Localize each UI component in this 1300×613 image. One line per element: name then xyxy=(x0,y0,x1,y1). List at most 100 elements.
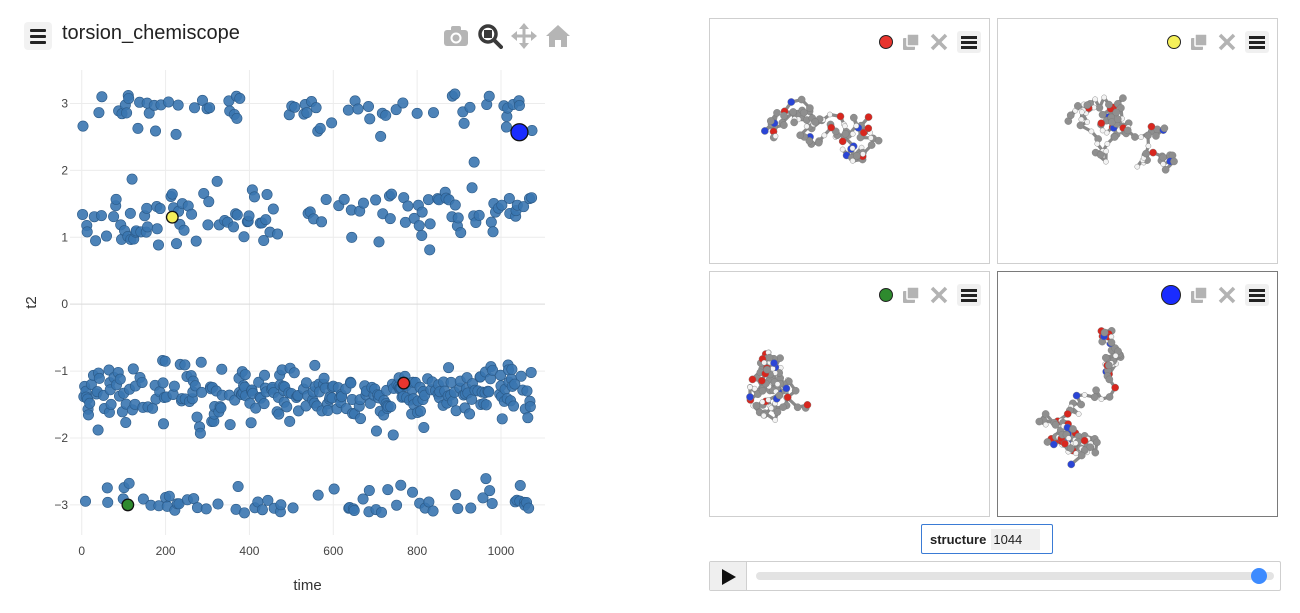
highlighted-point[interactable] xyxy=(510,123,529,142)
scatter-point[interactable] xyxy=(198,187,210,199)
scatter-point[interactable] xyxy=(272,228,284,240)
scatter-point[interactable] xyxy=(232,481,244,493)
zoom-icon[interactable] xyxy=(476,22,504,50)
scatter-point[interactable] xyxy=(338,193,350,205)
scatter-point[interactable] xyxy=(287,502,299,514)
scatter-point[interactable] xyxy=(202,219,214,231)
scatter-point[interactable] xyxy=(514,479,526,491)
scatter-point[interactable] xyxy=(234,92,246,104)
duplicate-icon[interactable] xyxy=(901,285,921,305)
scatter-point[interactable] xyxy=(275,499,287,511)
scatter-point[interactable] xyxy=(483,90,495,102)
scatter-point[interactable] xyxy=(120,416,132,428)
scatter-point[interactable] xyxy=(373,236,385,248)
scatter-point[interactable] xyxy=(411,107,423,119)
scatter-point[interactable] xyxy=(522,412,534,424)
scatter-point[interactable] xyxy=(228,221,240,233)
scatter-point[interactable] xyxy=(464,408,476,420)
scatter-point[interactable] xyxy=(102,496,114,508)
viewer-marker-icon[interactable] xyxy=(1167,35,1181,49)
scatter-point[interactable] xyxy=(142,221,154,233)
scatter-point[interactable] xyxy=(523,502,535,514)
scatter-point[interactable] xyxy=(166,188,178,200)
scatter-point[interactable] xyxy=(348,504,360,516)
scatter-point[interactable] xyxy=(487,226,499,238)
scatter-point[interactable] xyxy=(447,395,459,407)
scatter-point[interactable] xyxy=(238,507,250,519)
scatter-point[interactable] xyxy=(370,194,382,206)
scatter-point[interactable] xyxy=(423,496,435,508)
scatter-point[interactable] xyxy=(82,409,94,421)
scatter-point[interactable] xyxy=(449,88,461,100)
scatter-point[interactable] xyxy=(194,427,206,439)
scatter-point[interactable] xyxy=(152,239,164,251)
scatter-point[interactable] xyxy=(508,400,520,412)
scatter-point[interactable] xyxy=(108,211,120,223)
close-icon[interactable] xyxy=(1217,32,1237,52)
scatter-point[interactable] xyxy=(136,376,148,388)
scatter-point[interactable] xyxy=(288,367,300,379)
scatter-point[interactable] xyxy=(480,399,492,411)
scatter-point[interactable] xyxy=(484,485,496,497)
structure-index-input[interactable]: 1044 xyxy=(991,528,1041,550)
scatter-point[interactable] xyxy=(416,206,428,218)
viewer-menu-icon[interactable] xyxy=(1245,31,1269,53)
scatter-point[interactable] xyxy=(387,429,399,441)
scatter-point[interactable] xyxy=(413,220,425,232)
scatter-point[interactable] xyxy=(424,244,436,256)
scatter-point[interactable] xyxy=(204,102,216,114)
scatter-point[interactable] xyxy=(81,226,93,238)
scatter-point[interactable] xyxy=(284,415,296,427)
scatter-point[interactable] xyxy=(458,117,470,129)
scatter-point[interactable] xyxy=(450,489,462,501)
scatter-point[interactable] xyxy=(352,103,364,115)
scatter-point[interactable] xyxy=(203,196,215,208)
scatter-point[interactable] xyxy=(416,229,428,241)
structure-viewer-2[interactable] xyxy=(997,18,1278,264)
scatter-point[interactable] xyxy=(186,208,198,220)
viewer-marker-icon[interactable] xyxy=(879,288,893,302)
scatter-point[interactable] xyxy=(261,189,273,201)
scatter-point[interactable] xyxy=(189,102,201,114)
scatter-point[interactable] xyxy=(524,401,536,413)
scatter-point[interactable] xyxy=(357,493,369,505)
scatter-point[interactable] xyxy=(326,117,338,129)
scatter-point[interactable] xyxy=(427,107,439,119)
scatter-point[interactable] xyxy=(370,425,382,437)
structure-viewer-4[interactable] xyxy=(997,271,1278,517)
scatter-point[interactable] xyxy=(238,231,250,243)
scatter-point[interactable] xyxy=(245,417,257,429)
scatter-point[interactable] xyxy=(384,213,396,225)
scatter-point[interactable] xyxy=(127,363,139,375)
scatter-point[interactable] xyxy=(509,378,521,390)
scatter-point[interactable] xyxy=(231,209,243,221)
structure-index-box[interactable]: structure 1044 xyxy=(921,524,1053,554)
scatter-point[interactable] xyxy=(342,104,354,116)
scatter-point[interactable] xyxy=(402,200,414,212)
scatter-point[interactable] xyxy=(124,207,136,219)
scatter-point[interactable] xyxy=(163,96,175,108)
scatter-point[interactable] xyxy=(84,397,96,409)
close-icon[interactable] xyxy=(929,32,949,52)
scatter-point[interactable] xyxy=(418,422,430,434)
hamburger-icon[interactable] xyxy=(24,22,52,50)
scatter-point[interactable] xyxy=(273,408,285,420)
scatter-point[interactable] xyxy=(486,497,498,509)
pan-icon[interactable] xyxy=(510,22,538,50)
scatter-point[interactable] xyxy=(123,477,135,489)
scatter-point[interactable] xyxy=(172,99,184,111)
scatter-point[interactable] xyxy=(483,386,495,398)
scatter-point[interactable] xyxy=(328,483,340,495)
viewer-menu-icon[interactable] xyxy=(957,31,981,53)
scatter-point[interactable] xyxy=(518,201,530,213)
scatter-point[interactable] xyxy=(170,238,182,250)
scatter-point[interactable] xyxy=(382,484,394,496)
scatter-point[interactable] xyxy=(427,505,439,517)
slider-thumb[interactable] xyxy=(1250,568,1267,584)
scatter-point[interactable] xyxy=(452,502,464,514)
scatter-point[interactable] xyxy=(513,100,525,112)
scatter-point[interactable] xyxy=(196,94,208,106)
scatter-point[interactable] xyxy=(243,210,255,222)
scatter-point[interactable] xyxy=(195,356,207,368)
scatter-point[interactable] xyxy=(485,216,497,228)
